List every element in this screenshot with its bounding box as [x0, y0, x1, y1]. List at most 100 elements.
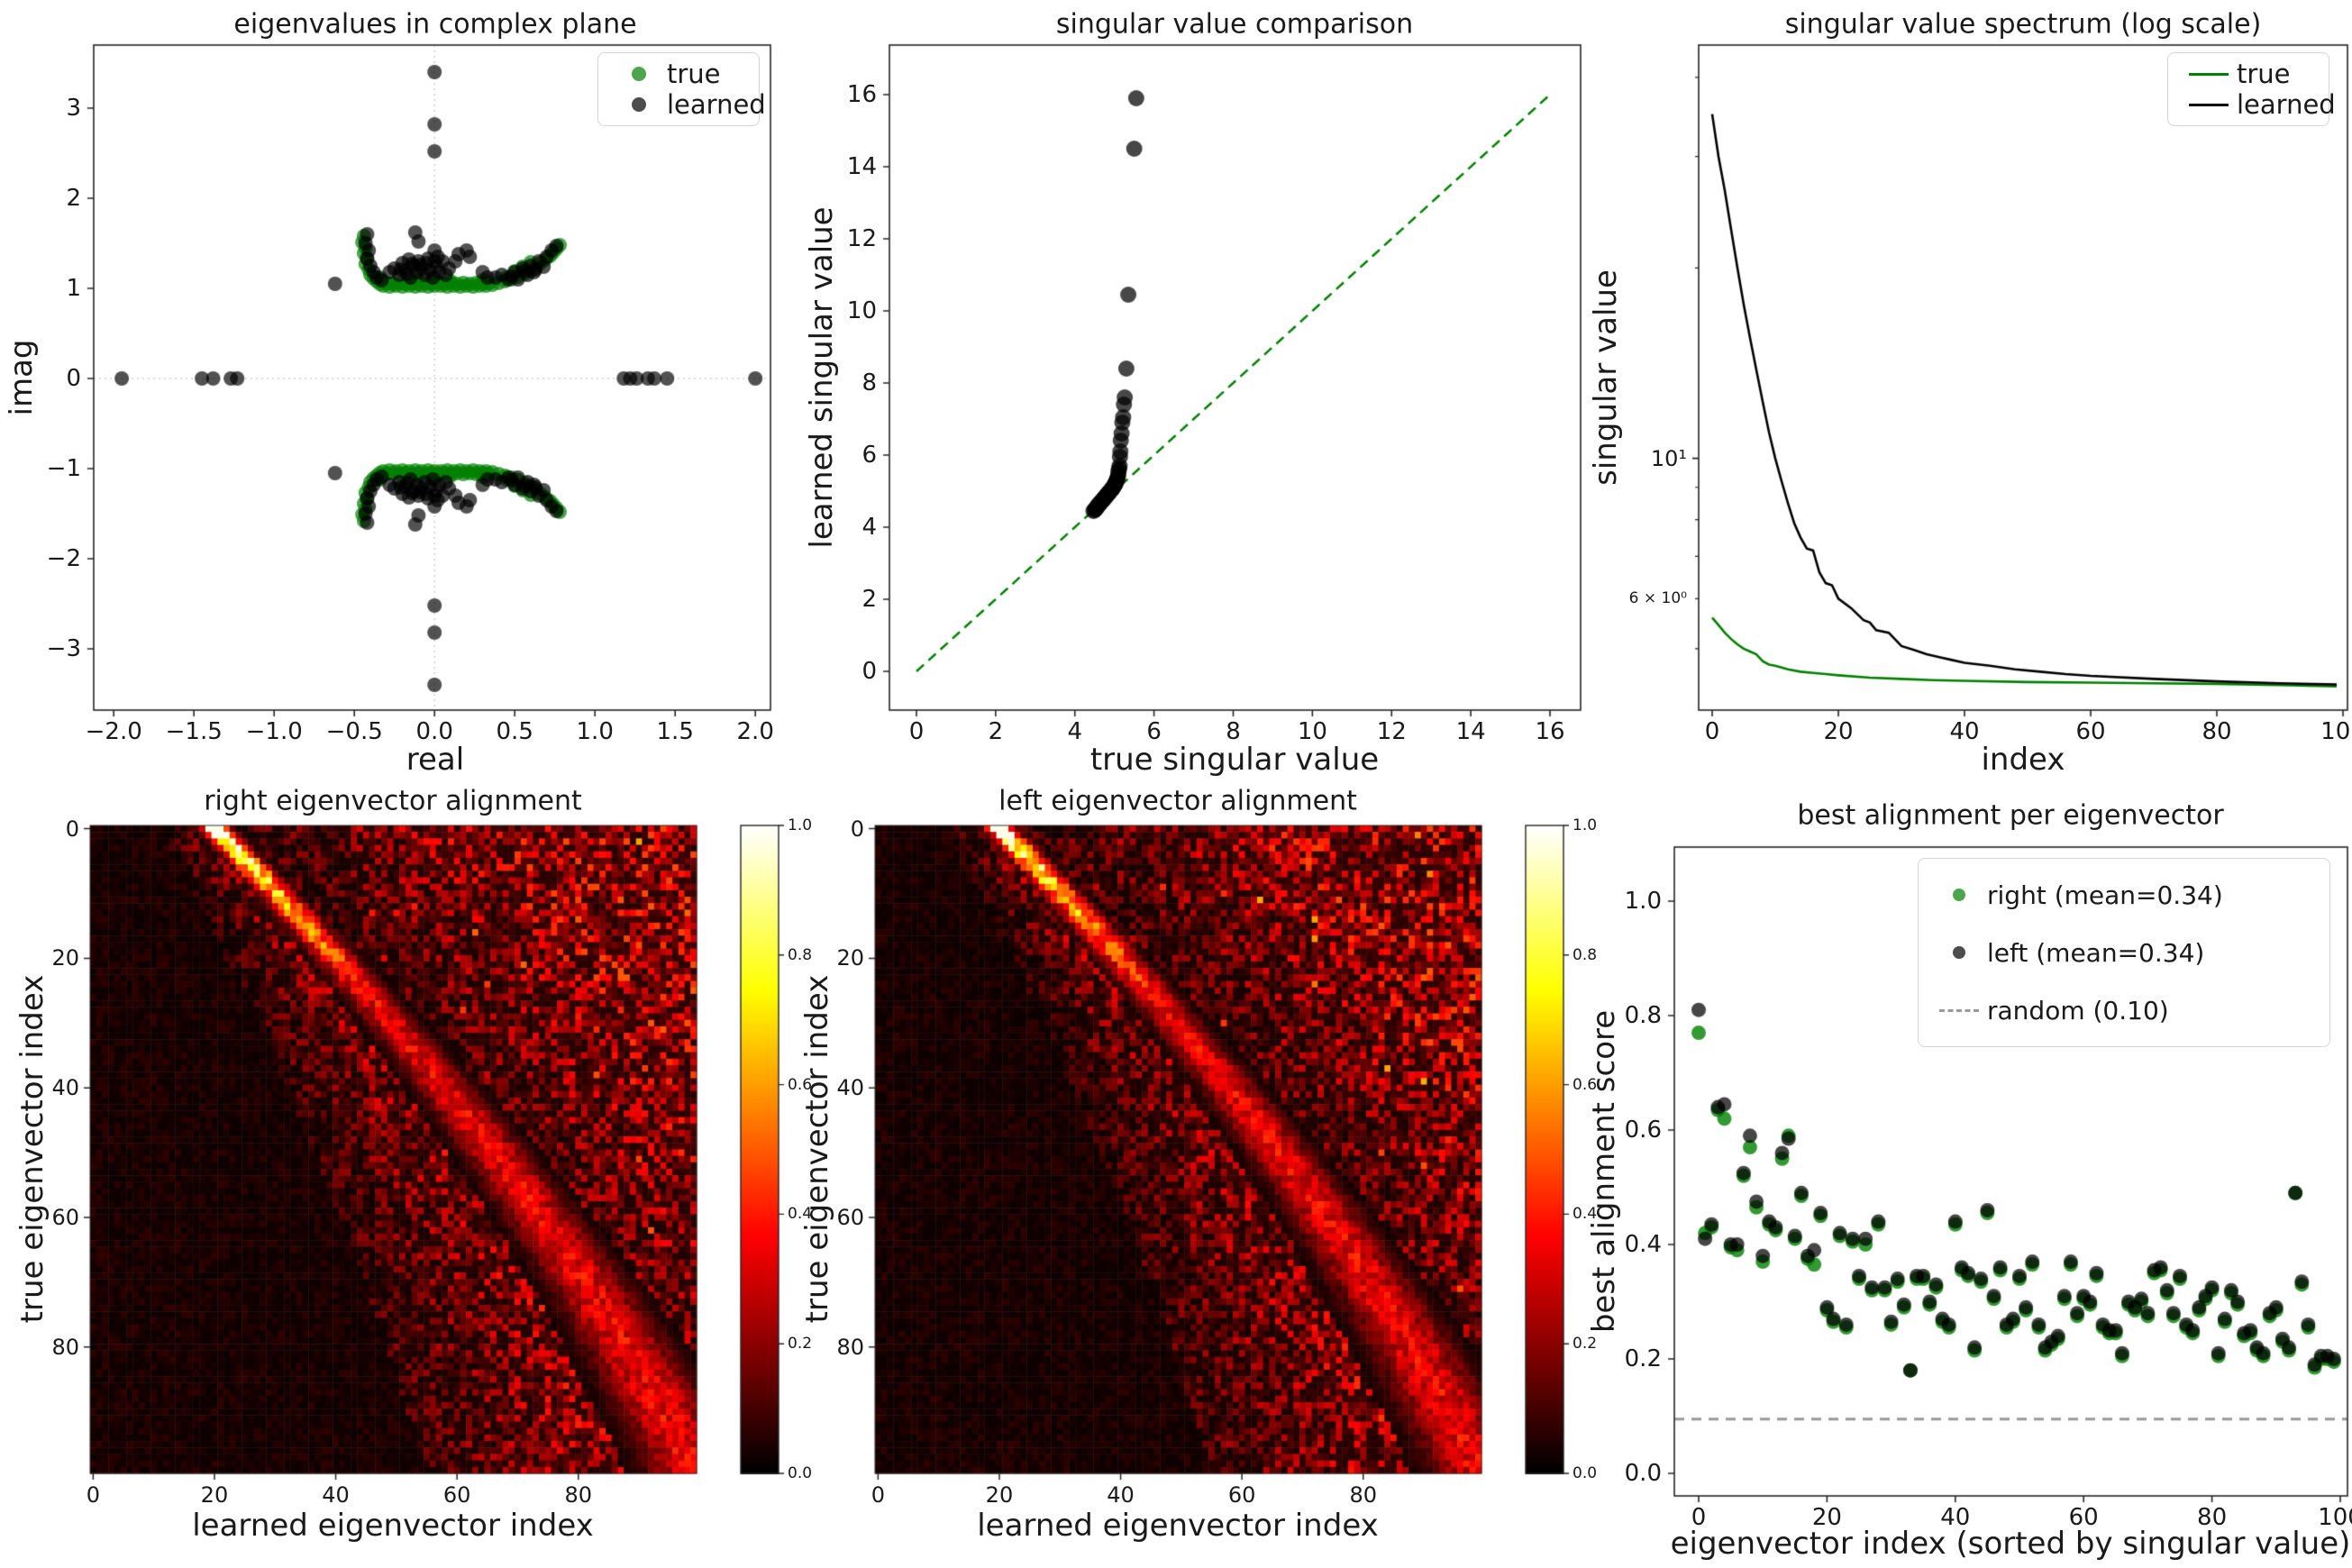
legend-item-learned: learned	[611, 89, 766, 120]
plot3-legend: true learned	[2167, 52, 2336, 126]
xtick-label: 0	[86, 1482, 100, 1508]
colorbar-tick-label: 0.8	[1573, 945, 1598, 964]
ytick-label: 2	[66, 185, 81, 212]
ytick-label: 0	[861, 658, 877, 685]
colorbar-tick-label: 0.2	[788, 1335, 813, 1354]
legend-label: true	[2237, 59, 2291, 89]
xtick-label: 60	[2068, 1504, 2099, 1531]
plot3-xlabel: index	[1981, 742, 2065, 778]
xtick-label: 4	[1067, 718, 1083, 745]
colorbar-tick-label: 1.0	[788, 816, 813, 834]
ytick-label: 0.8	[1624, 1002, 1662, 1029]
legend-item-random: random (0.10)	[1931, 981, 2317, 1039]
xtick-label: 40	[1940, 1504, 1971, 1531]
plot5-ylabel: true eigenvector index	[799, 974, 835, 1324]
plot3-title: singular value spectrum (log scale)	[1784, 8, 2262, 41]
plot4-xlabel: learned eigenvector index	[192, 1508, 594, 1544]
xtick-label: −1.0	[245, 718, 303, 745]
xtick-label: 0	[1691, 1504, 1707, 1531]
ytick-label: 12	[846, 225, 877, 252]
xtick-label: 12	[1376, 718, 1407, 745]
ytick-label: 60	[51, 1204, 79, 1230]
ytick-label: 0	[66, 365, 81, 392]
xtick-label: 100	[2318, 1504, 2352, 1531]
plot4-ylabel: true eigenvector index	[14, 974, 50, 1324]
ytick-label: −2	[46, 545, 81, 572]
xtick-label: 2	[988, 718, 1004, 745]
xtick-label: −0.5	[325, 718, 383, 745]
plot3-ytick-6: 6 × 10⁰	[1628, 589, 1687, 607]
xtick-label: 80	[2202, 718, 2232, 745]
ytick-label: −1	[46, 455, 81, 482]
left-scatter-marker	[1931, 946, 1987, 959]
ytick-label: 2	[861, 586, 877, 613]
xtick-label: 60	[2075, 718, 2106, 745]
xtick-label: 60	[1227, 1482, 1256, 1508]
true-scatter-marker	[611, 67, 667, 81]
xtick-label: 40	[1949, 718, 1980, 745]
ytick-label: 6	[861, 442, 877, 469]
colorbar-tick-label: 0.2	[1573, 1335, 1598, 1354]
plot1-legend: true learned	[597, 52, 766, 126]
xtick-label: 0	[871, 1482, 885, 1508]
random-dashed-swatch	[1931, 1008, 1987, 1012]
learned-scatter-marker	[611, 97, 667, 112]
xtick-label: 80	[1349, 1482, 1378, 1508]
plot3-ytick-10: 10¹	[1650, 446, 1687, 471]
ytick-label: 16	[846, 81, 877, 108]
ytick-label: 8	[861, 369, 877, 397]
ytick-label: 0.2	[1624, 1345, 1662, 1372]
colorbar-tick-label: 0.4	[788, 1205, 813, 1224]
colorbar-tick-label: 0.0	[1573, 1464, 1598, 1482]
plot2-xlabel: true singular value	[1089, 742, 1380, 778]
plot2-title: singular value comparison	[1055, 8, 1414, 41]
xtick-label: 20	[200, 1482, 229, 1508]
xtick-label: 16	[1535, 718, 1565, 745]
legend-item-right: right (mean=0.34)	[1931, 866, 2317, 924]
colorbar-tick-label: 0.4	[1573, 1205, 1598, 1224]
colorbar-tick-label: 0.6	[1573, 1075, 1598, 1094]
ytick-label: 0.0	[1624, 1460, 1662, 1487]
xtick-label: 20	[985, 1482, 1014, 1508]
legend-label: learned	[667, 89, 766, 120]
xtick-label: 0.5	[496, 718, 533, 745]
xtick-label: 80	[2197, 1504, 2228, 1531]
ytick-label: 40	[836, 1075, 864, 1101]
legend-label: left (mean=0.34)	[1987, 937, 2205, 968]
xtick-label: 0	[1704, 718, 1720, 745]
xtick-label: 8	[1226, 718, 1241, 745]
plot6-xlabel: eigenvector index (sorted by singular va…	[1670, 1526, 2351, 1562]
ytick-label: 20	[836, 945, 864, 971]
ytick-label: 1	[66, 275, 81, 302]
xtick-label: 40	[1107, 1482, 1135, 1508]
ytick-label: 1.0	[1624, 888, 1662, 915]
legend-label: right (mean=0.34)	[1987, 880, 2223, 910]
legend-item-learned: learned	[2181, 89, 2336, 120]
ytick-label: −3	[46, 635, 81, 662]
ytick-label: 10	[846, 297, 877, 324]
ytick-label: 0	[850, 816, 864, 842]
legend-item-true: true	[611, 59, 746, 89]
xtick-label: 20	[1823, 718, 1854, 745]
legend-label: true	[667, 59, 721, 89]
xtick-label: 20	[1811, 1504, 1842, 1531]
plot2-ylabel: learned singular value	[804, 206, 840, 549]
legend-item-left: left (mean=0.34)	[1931, 924, 2317, 981]
ytick-label: 14	[846, 153, 877, 180]
plot4-title: right eigenvector alignment	[204, 785, 582, 817]
xtick-label: 0.0	[415, 718, 453, 745]
plot1-ylabel: imag	[4, 339, 40, 416]
legend-label: random (0.10)	[1987, 995, 2169, 1026]
xtick-label: −2.0	[85, 718, 142, 745]
xtick-label: 2.0	[736, 718, 774, 745]
plot6-legend: right (mean=0.34) left (mean=0.34) rando…	[1918, 858, 2330, 1047]
plot5-title: left eigenvector alignment	[998, 785, 1357, 817]
xtick-label: 1.0	[576, 718, 614, 745]
plot1-xlabel: real	[406, 742, 465, 778]
ytick-label: 40	[51, 1075, 79, 1101]
plot1-title: eigenvalues in complex plane	[233, 8, 637, 41]
learned-line-swatch	[2181, 103, 2237, 106]
ytick-label: 80	[836, 1334, 864, 1360]
